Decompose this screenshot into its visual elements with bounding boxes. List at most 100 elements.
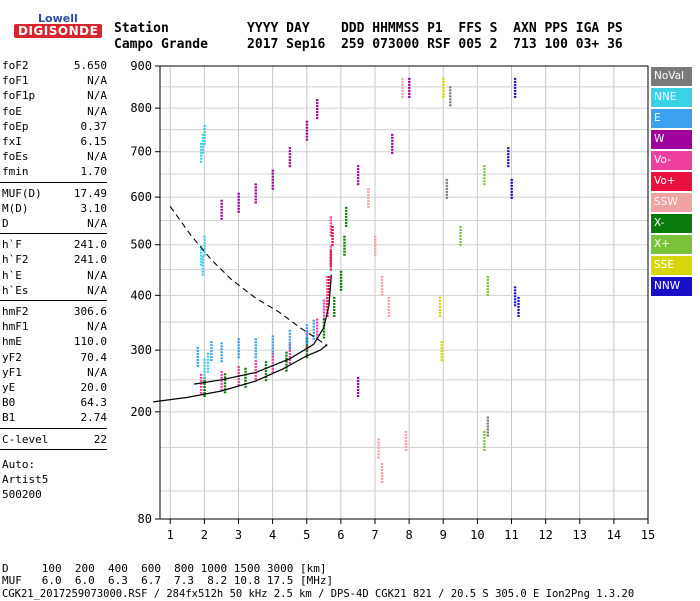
data-point <box>380 275 384 278</box>
data-point <box>203 253 206 256</box>
data-point <box>220 360 223 363</box>
data-point <box>199 376 203 379</box>
param-row-yf1: yF1 N/A <box>0 365 107 380</box>
data-point <box>305 342 309 345</box>
data-point <box>510 193 513 196</box>
data-point <box>329 228 333 231</box>
data-point <box>517 314 520 317</box>
param-separator <box>0 300 107 301</box>
param-value: 110.0 <box>73 335 107 349</box>
parameter-panel: foF2 5.650 foF1 N/A foF1p N/A foE N/A foEp 0.37 fx… <box>0 58 110 538</box>
param-row-md: M(D) 3.10 <box>0 201 107 216</box>
data-point <box>288 165 292 168</box>
y-tick-label: 400 <box>130 288 152 302</box>
data-point <box>315 327 319 330</box>
param-row-fof2: foF2 5.650 <box>0 58 107 73</box>
data-point <box>237 192 240 195</box>
data-point <box>199 245 203 248</box>
data-point <box>404 448 408 451</box>
data-point <box>201 133 205 136</box>
data-point <box>442 89 445 92</box>
data-point <box>254 368 257 371</box>
data-point <box>438 302 442 305</box>
data-point <box>206 361 210 364</box>
data-point <box>459 237 462 240</box>
data-point <box>449 86 452 89</box>
data-point <box>254 189 257 192</box>
footer-muf-row: MUF 6.0 6.0 6.3 6.7 7.3 8.2 10.8 17.5 [M… <box>2 574 334 587</box>
param-name: fmin <box>2 165 29 179</box>
data-point <box>223 388 227 391</box>
data-point <box>326 284 329 287</box>
data-point <box>326 278 329 281</box>
data-point <box>517 305 520 308</box>
data-point <box>223 391 227 394</box>
data-point <box>312 319 315 322</box>
data-point <box>373 247 377 250</box>
data-point <box>203 358 206 361</box>
data-point <box>440 347 443 350</box>
data-point <box>315 114 319 117</box>
data-point <box>380 468 384 471</box>
data-point <box>486 275 490 278</box>
data-point <box>206 364 210 367</box>
legend-item-nne: NNE <box>651 88 692 107</box>
data-point <box>322 336 326 339</box>
data-point <box>254 186 257 189</box>
param-name: foEp <box>2 119 29 133</box>
data-point <box>483 171 486 174</box>
data-point <box>305 327 309 330</box>
data-point <box>285 369 288 372</box>
data-point <box>288 153 292 156</box>
series-w <box>220 77 411 398</box>
data-point <box>380 462 384 465</box>
param-name: hmE <box>2 335 22 349</box>
data-point <box>271 358 275 361</box>
data-point <box>285 363 288 366</box>
data-point <box>331 231 334 234</box>
data-point <box>210 347 213 350</box>
param-value: 0.37 <box>80 119 108 133</box>
y-tick-label: 500 <box>130 238 152 252</box>
data-point <box>486 284 490 287</box>
data-point <box>254 344 257 347</box>
data-point <box>271 172 275 175</box>
data-point <box>199 251 203 254</box>
data-point <box>201 261 205 264</box>
data-point <box>387 311 391 314</box>
data-point <box>322 302 326 305</box>
param-value: N/A <box>87 150 107 164</box>
data-point <box>329 251 333 254</box>
data-point <box>305 132 309 135</box>
param-separator <box>0 181 107 183</box>
data-point <box>220 202 223 205</box>
param-name: foE <box>2 104 22 118</box>
data-point <box>271 355 275 358</box>
data-point <box>315 111 319 114</box>
data-point <box>459 234 462 237</box>
data-point <box>244 379 247 382</box>
y-tick-label: 900 <box>130 59 152 73</box>
data-point <box>367 200 370 203</box>
param-value: 241.0 <box>73 253 107 267</box>
data-point <box>220 370 223 373</box>
data-point <box>203 134 206 137</box>
data-point <box>507 147 510 150</box>
data-point <box>322 318 326 321</box>
data-point <box>356 380 360 383</box>
data-point <box>333 299 336 302</box>
data-point <box>237 353 240 356</box>
data-point <box>254 356 257 359</box>
data-point <box>199 388 203 391</box>
data-point <box>486 425 490 428</box>
data-point <box>356 171 360 174</box>
data-point <box>220 208 223 211</box>
param-name: foEs <box>2 150 29 164</box>
x-tick-label: 7 <box>371 528 378 542</box>
data-point <box>404 436 408 439</box>
data-point <box>483 165 486 168</box>
data-point <box>201 148 205 151</box>
x-tick-label: 5 <box>303 528 310 542</box>
data-point <box>442 95 445 98</box>
data-point <box>513 95 517 98</box>
